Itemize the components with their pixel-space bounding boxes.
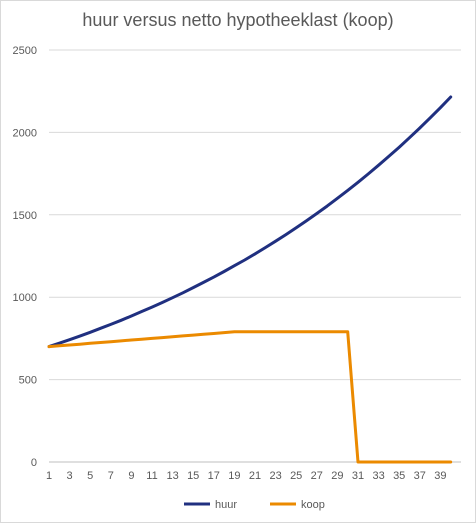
y-tick-label: 2000 xyxy=(13,127,37,139)
legend-label-koop: koop xyxy=(301,499,325,511)
x-tick-label: 33 xyxy=(372,470,384,482)
series-line-huur xyxy=(47,95,453,349)
chart-title: huur versus netto hypotheeklast (koop) xyxy=(82,10,394,30)
y-tick-label: 2500 xyxy=(13,45,37,57)
x-tick-label: 11 xyxy=(146,470,157,482)
legend-label-huur: huur xyxy=(215,499,237,511)
y-tick-label: 0 xyxy=(31,457,37,469)
series-line-koop xyxy=(47,330,453,464)
x-tick-label: 29 xyxy=(331,470,343,482)
x-tick-label: 13 xyxy=(166,470,178,482)
x-tick-label: 15 xyxy=(187,470,199,482)
x-tick-label: 35 xyxy=(393,470,405,482)
x-tick-label: 21 xyxy=(249,470,261,482)
x-tick-label: 5 xyxy=(87,470,93,482)
x-tick-label: 19 xyxy=(228,470,240,482)
x-tick-label: 9 xyxy=(128,470,134,482)
x-tick-label: 3 xyxy=(67,470,73,482)
x-tick-label: 39 xyxy=(434,470,446,482)
x-tick-label: 27 xyxy=(311,470,323,482)
x-tick-label: 17 xyxy=(208,470,220,482)
x-tick-label: 7 xyxy=(108,470,114,482)
x-tick-label: 23 xyxy=(269,470,281,482)
y-tick-label: 1500 xyxy=(13,210,37,222)
x-tick-label: 25 xyxy=(290,470,302,482)
x-tick-label: 1 xyxy=(46,470,52,482)
x-tick-label: 37 xyxy=(414,470,426,482)
y-tick-label: 500 xyxy=(19,375,37,387)
x-tick-label: 31 xyxy=(352,470,364,482)
y-tick-label: 1000 xyxy=(13,292,37,304)
